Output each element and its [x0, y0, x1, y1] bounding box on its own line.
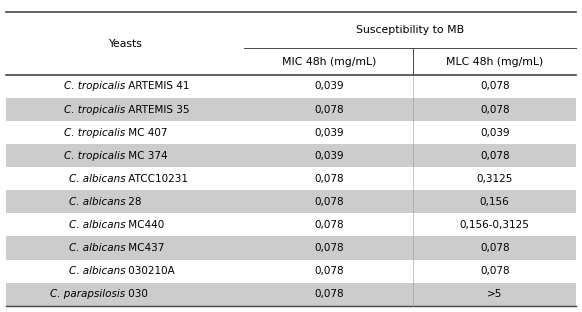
Text: C. albicans: C. albicans — [69, 266, 125, 276]
Text: 0,078: 0,078 — [480, 151, 509, 161]
Text: Yeasts: Yeasts — [108, 39, 142, 49]
Text: 0,156-0,3125: 0,156-0,3125 — [460, 220, 530, 230]
Text: 0,078: 0,078 — [314, 105, 343, 115]
Text: 0,078: 0,078 — [314, 220, 343, 230]
Text: ARTEMIS 35: ARTEMIS 35 — [125, 105, 190, 115]
Text: 0,039: 0,039 — [314, 81, 343, 91]
Text: ATCC10231: ATCC10231 — [125, 174, 188, 184]
Text: 0,078: 0,078 — [480, 81, 509, 91]
Text: MC437: MC437 — [125, 243, 165, 253]
Bar — [6, 283, 576, 306]
Text: C. tropicalis: C. tropicalis — [64, 151, 125, 161]
Text: 0,039: 0,039 — [314, 128, 343, 138]
Text: C. parapsilosis: C. parapsilosis — [50, 289, 125, 299]
Text: 0,078: 0,078 — [480, 105, 509, 115]
Bar — [6, 144, 576, 167]
Text: 28: 28 — [125, 197, 141, 207]
Text: 0,078: 0,078 — [314, 243, 343, 253]
Text: 0,078: 0,078 — [480, 266, 509, 276]
Text: MC 407: MC 407 — [125, 128, 168, 138]
Bar — [6, 236, 576, 260]
Text: C. albicans: C. albicans — [69, 243, 125, 253]
Text: MIC 48h (mg/mL): MIC 48h (mg/mL) — [282, 56, 376, 67]
Text: C. tropicalis: C. tropicalis — [64, 105, 125, 115]
Text: 0,039: 0,039 — [314, 151, 343, 161]
Text: 0,078: 0,078 — [314, 197, 343, 207]
Text: MLC 48h (mg/mL): MLC 48h (mg/mL) — [446, 56, 544, 67]
Bar — [6, 213, 576, 236]
Text: 0,156: 0,156 — [480, 197, 510, 207]
Bar — [6, 98, 576, 121]
Bar — [6, 75, 576, 98]
Text: 0,3125: 0,3125 — [477, 174, 513, 184]
Text: Susceptibility to MB: Susceptibility to MB — [356, 25, 464, 36]
Text: C. tropicalis: C. tropicalis — [64, 81, 125, 91]
Text: 0,039: 0,039 — [480, 128, 509, 138]
Text: C. albicans: C. albicans — [69, 174, 125, 184]
Text: >5: >5 — [487, 289, 502, 299]
Bar — [6, 121, 576, 144]
Text: 0,078: 0,078 — [314, 266, 343, 276]
Text: 0,078: 0,078 — [314, 289, 343, 299]
Text: ARTEMIS 41: ARTEMIS 41 — [125, 81, 190, 91]
Bar — [6, 190, 576, 213]
Text: C. tropicalis: C. tropicalis — [64, 128, 125, 138]
Bar — [6, 260, 576, 283]
Text: C. albicans: C. albicans — [69, 197, 125, 207]
Text: 030: 030 — [125, 289, 148, 299]
Text: 030210A: 030210A — [125, 266, 175, 276]
Text: C. albicans: C. albicans — [69, 220, 125, 230]
Text: 0,078: 0,078 — [480, 243, 509, 253]
Text: MC 374: MC 374 — [125, 151, 168, 161]
Text: MC440: MC440 — [125, 220, 164, 230]
Bar — [6, 167, 576, 190]
Text: 0,078: 0,078 — [314, 174, 343, 184]
